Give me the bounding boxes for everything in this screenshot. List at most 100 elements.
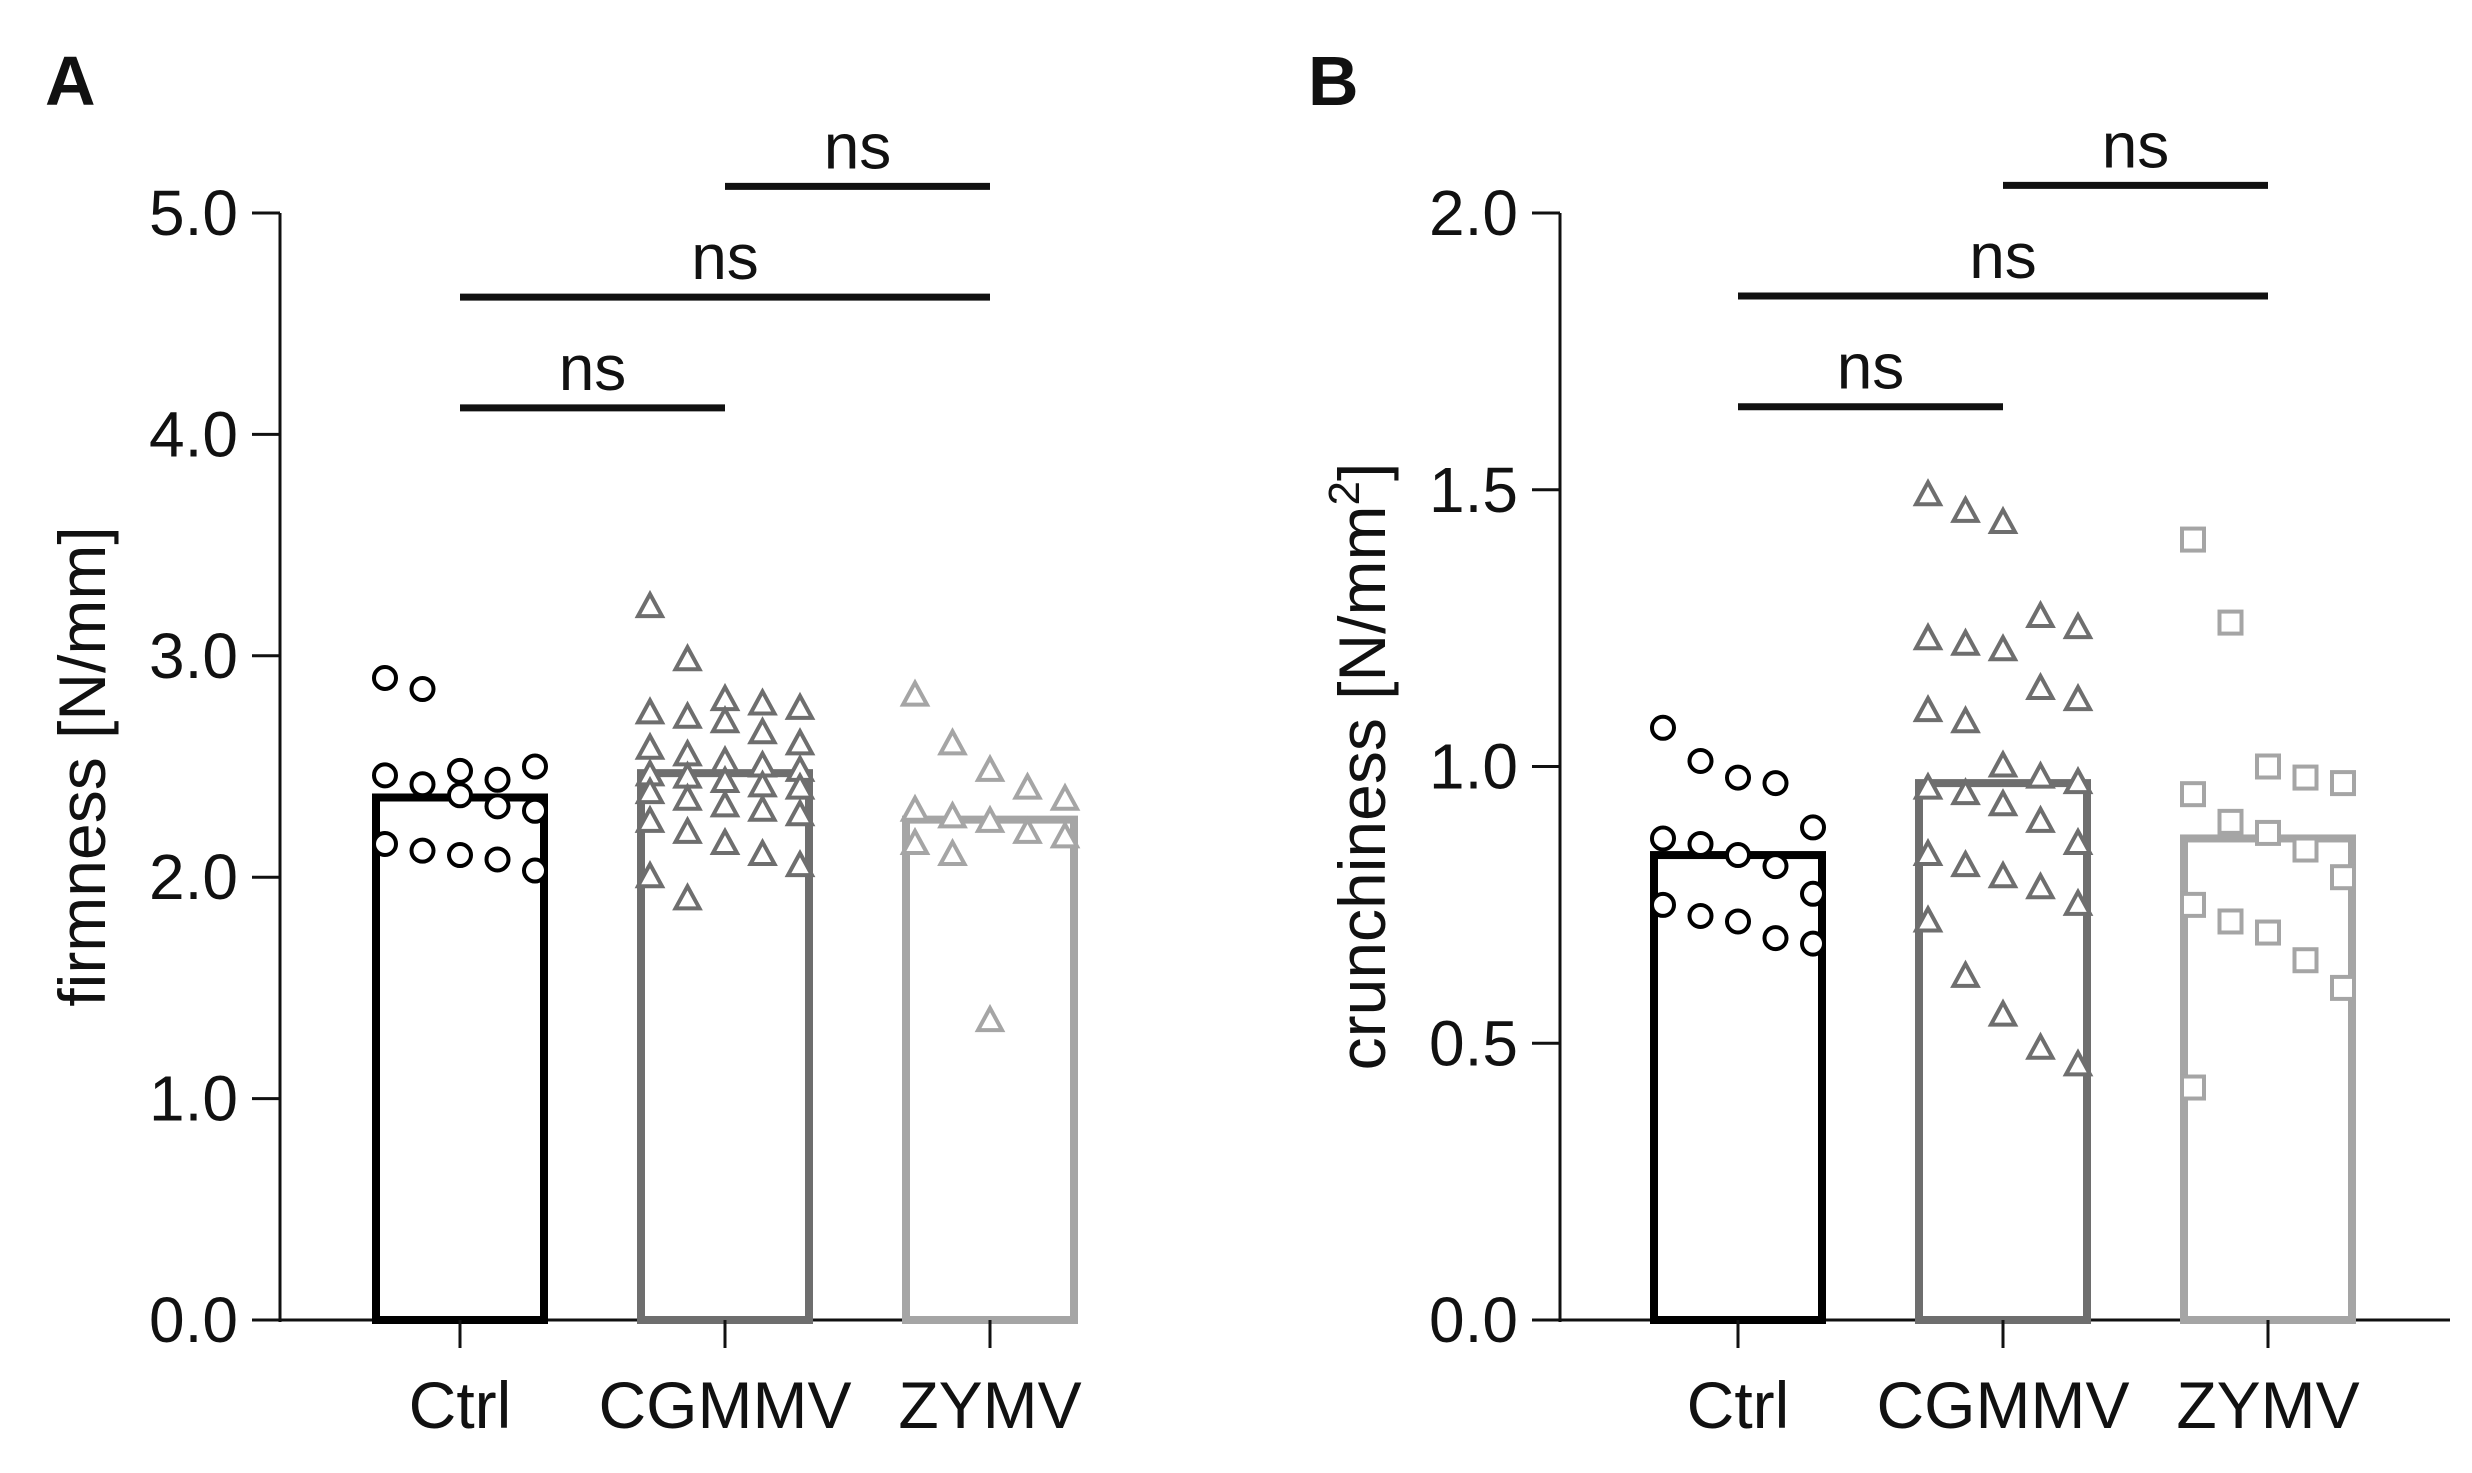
x-tick-label: ZYMV [898, 1368, 1081, 1442]
data-point [974, 804, 1006, 833]
significance-label: ns [691, 221, 759, 293]
x-tick-label: CGMMV [599, 1368, 852, 1442]
data-point [899, 793, 931, 822]
data-point [1912, 622, 1944, 651]
data-point [2292, 836, 2319, 863]
y-tick-label: 5.0 [149, 177, 238, 249]
data-point [2330, 770, 2356, 797]
y-tick-label: 2.0 [1429, 177, 1518, 249]
data-point [372, 830, 398, 857]
data-point [1987, 860, 2019, 889]
data-point [2292, 947, 2319, 974]
data-point [2255, 819, 2281, 846]
data-point [1987, 998, 2019, 1027]
data-point [1950, 959, 1981, 988]
data-point [2180, 526, 2206, 553]
data-point [634, 804, 666, 833]
y-axis-label: crunchiness [N/mm2] [1320, 463, 1399, 1071]
data-point [2217, 908, 2244, 935]
data-point [937, 727, 968, 756]
y-tick-label: 0.0 [1429, 1284, 1518, 1356]
data-point [409, 771, 436, 798]
significance-label: ns [1969, 220, 2037, 292]
data-point [1049, 820, 1081, 849]
data-point [1687, 902, 1714, 929]
data-point [1912, 693, 1944, 723]
data-point [1912, 904, 1944, 933]
data-point [2025, 760, 2056, 789]
data-point [1987, 788, 2019, 817]
data-point [2255, 919, 2281, 946]
data-point [447, 842, 473, 869]
data-point [1725, 764, 1751, 791]
data-point [1987, 749, 2019, 778]
data-point [784, 771, 816, 800]
data-point [2025, 1031, 2056, 1060]
data-point [447, 782, 473, 809]
data-point [2180, 1074, 2206, 1101]
data-point [1725, 908, 1751, 935]
data-point [2025, 671, 2056, 701]
data-point [672, 782, 703, 811]
data-point [634, 731, 666, 760]
x-tick-label: Ctrl [1687, 1368, 1790, 1442]
data-point [1987, 505, 2019, 534]
data-point [2062, 610, 2094, 640]
data-point [522, 857, 548, 884]
data-point [1049, 782, 1081, 811]
y-tick-label: 1.0 [1429, 731, 1518, 803]
data-point [2025, 871, 2056, 900]
data-point [2217, 609, 2244, 636]
data-point [522, 753, 548, 780]
data-point [1650, 825, 1676, 852]
y-tick-label: 0.5 [1429, 1007, 1518, 1079]
data-point [709, 826, 741, 855]
data-point [784, 798, 816, 827]
data-point [1650, 891, 1676, 918]
data-point [634, 696, 666, 725]
data-point [1912, 837, 1944, 867]
data-point [1950, 627, 1981, 656]
data-point [634, 775, 666, 805]
data-point [1762, 853, 1789, 880]
y-tick-label: 0.0 [149, 1284, 238, 1356]
data-point [522, 797, 548, 824]
data-point [672, 643, 703, 672]
data-point [672, 882, 703, 911]
significance-label: ns [2102, 109, 2170, 181]
data-point [1950, 848, 1981, 878]
data-point [747, 716, 778, 745]
y-tick-label: 3.0 [149, 620, 238, 692]
data-point [484, 766, 511, 793]
data-point [1800, 880, 1826, 907]
data-point [2062, 826, 2094, 855]
x-tick-label: ZYMV [2176, 1368, 2359, 1442]
data-point [1800, 930, 1826, 957]
data-point [672, 700, 703, 729]
data-point [1650, 714, 1676, 741]
data-point [709, 705, 741, 734]
y-tick-label: 4.0 [149, 398, 238, 470]
data-point [937, 837, 968, 867]
data-point [2025, 804, 2056, 833]
significance-label: ns [824, 110, 892, 182]
data-point [937, 800, 968, 829]
data-point [1687, 830, 1714, 857]
data-point [1687, 747, 1714, 774]
data-point [1762, 770, 1789, 797]
data-point [709, 789, 741, 818]
significance-label: ns [1837, 331, 1905, 403]
x-tick-label: Ctrl [409, 1368, 512, 1442]
data-point [1012, 771, 1043, 800]
data-point [2062, 887, 2094, 916]
data-point [484, 846, 511, 873]
y-tick-label: 1.5 [1429, 454, 1518, 526]
data-point [634, 589, 666, 619]
data-point [2180, 891, 2206, 918]
data-point [1012, 815, 1043, 844]
data-point [784, 848, 816, 878]
data-point [974, 1003, 1006, 1033]
data-point [1800, 814, 1826, 841]
